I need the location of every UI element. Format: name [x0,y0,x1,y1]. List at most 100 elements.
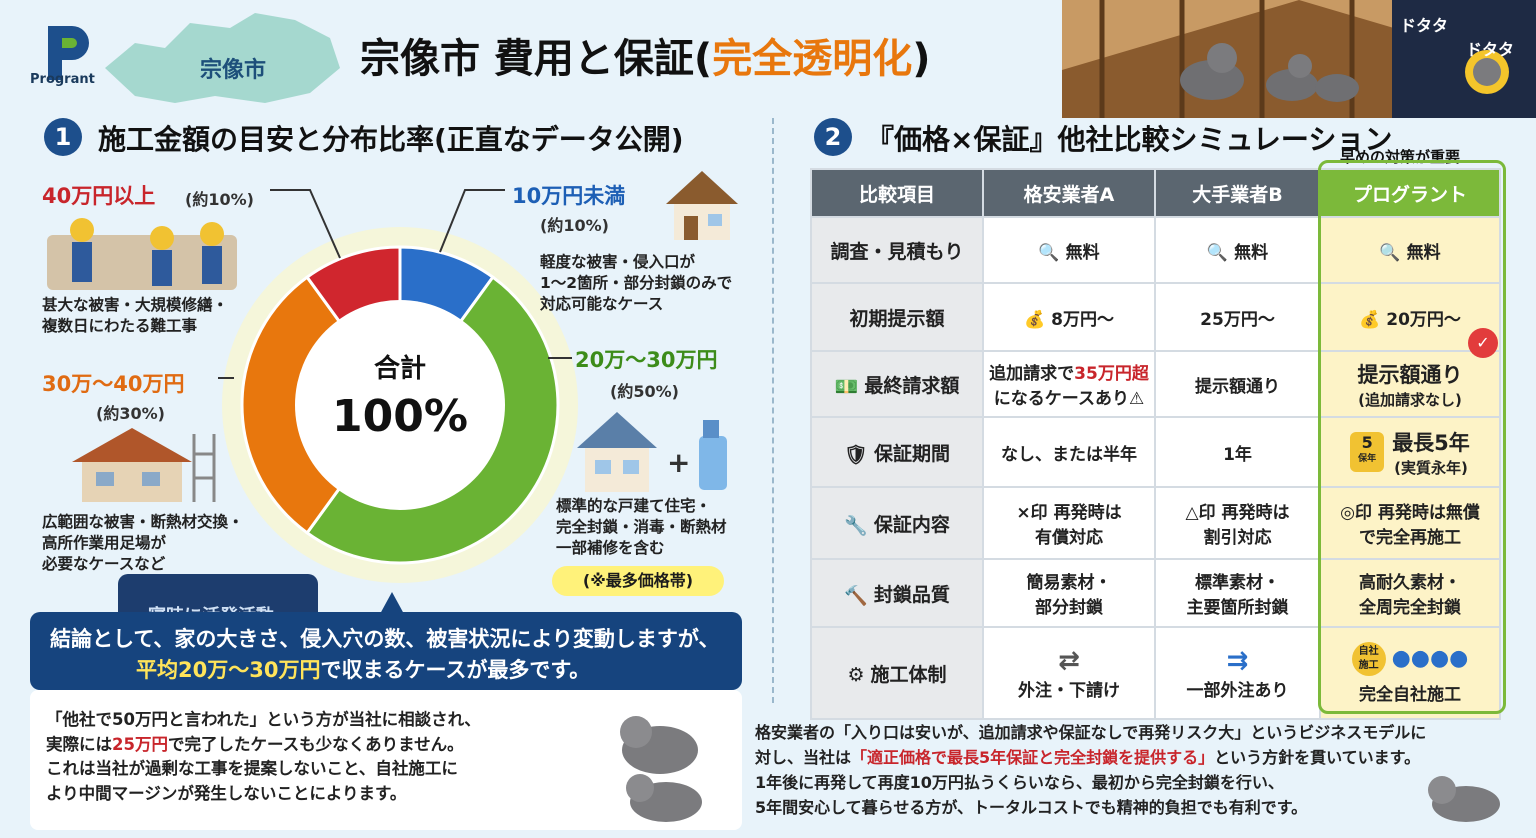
conclusion-box [30,612,742,690]
progrant-logo [48,26,89,80]
row-label-initial: 初期提示額 [810,282,984,352]
cell-b-sealing: 標準素材・ 主要箇所封鎖 [1154,558,1321,628]
table-row: ⚙ 施工体制 ⇄ 外注・下請け ⇉ 一部外注あり 自社 施工 ●●●● 完全自社施工 [810,626,1501,720]
row-label-system: ⚙ 施工体制 [810,626,984,720]
section-divider [772,118,774,703]
table-row: 🛡 保証期間 なし、または半年 1年 5 保年 最長5年 (実質永年) [810,416,1501,488]
header-company-a: 格安業者A [982,168,1156,218]
cell-a-survey: 🔍 無料 [982,216,1156,284]
cell-a-sealing: 簡易素材・ 部分封鎖 [982,558,1156,628]
case-note-box [30,690,742,830]
table-row: 初期提示額 💰 8万円〜 25万円〜 💰 20万円〜 [810,282,1501,352]
in-house-badge-icon: 自社 施工 [1351,641,1386,676]
cell-b-initial: 25万円〜 [1154,282,1321,352]
cell-p-final: 提示額通り (追加請求なし) [1319,350,1501,418]
cell-a-final: 追加請求で35万円超 になるケースあり⚠ [982,350,1156,418]
table-row: 🔧 保証内容 ×印 再発時は 有償対応 △印 再発時は 割引対応 ◎印 再発時は無償で… [810,486,1501,560]
night-tab [118,574,318,614]
warranty-badge-icon: 5 保年 [1350,432,1385,472]
header-item: 比較項目 [810,168,984,218]
section2-number: 2 [814,118,852,156]
row-label-warranty: 🛡 保証期間 [810,416,984,488]
segment-30-40-pct: (約30%) [96,404,165,423]
progrant-column-frame [1318,160,1506,714]
cell-a-coverage: ×印 再発時は 有償対応 [982,486,1156,560]
row-label-sealing: 🔨 封鎖品質 [810,558,984,628]
sound-effect-1: ドタタ [1400,16,1449,35]
section1-number: 1 [44,118,82,156]
cell-p-initial: 💰 20万円〜 [1319,282,1501,352]
magnifier-icon: 🔍 [1379,242,1401,263]
table-row: 🔨 封鎖品質 簡易素材・ 部分封鎖 標準素材・ 主要箇所封鎖 高耐久素材・ 全周完全封鎖 [810,558,1501,628]
attic-raccoon-illustration [1062,0,1536,118]
small-house-icon [666,171,738,240]
raccoon-illustration [620,716,702,822]
donut-center-label: 合計 [374,353,426,384]
check-mark-icon: ✓ [1468,328,1498,358]
segment-20-30-pct: (約50%) [610,382,679,401]
segment-30-40-label: 30万〜40万円 [42,372,185,396]
major-repair-workers-icon [47,218,237,290]
page-title: 宗像市 費用と保証(完全透明化) [360,36,931,82]
segment-30-40-desc: 広範囲な被害・断熱材交換・ 高所作業用足場が 必要なケースなど [42,513,244,573]
tools-shield-icon: 🔧 [844,514,868,537]
cell-b-coverage: △印 再発時は 割引対応 [1154,486,1321,560]
header-company-b: 大手業者B [1154,168,1321,218]
row-label-coverage: 🔧 保証内容 [810,486,984,560]
cell-p-coverage: ◎印 再発時は無償 で完全再施工 [1319,486,1501,560]
most-common-price-tag: (※最多価格帯) [552,566,724,596]
gear-icon: ⚙ [847,664,865,686]
magnifier-icon: 🔍 [1206,242,1229,263]
conclusion-line2: 平均20万〜30万円で収まるケースが最多です。 [136,658,591,682]
svg-text:+: + [667,446,690,479]
table-row: 調査・見積もり 🔍 無料 🔍 無料 🔍 無料 [810,216,1501,284]
cell-p-sealing: 高耐久素材・ 全周完全封鎖 [1319,558,1501,628]
table-row: 💵 最終請求額 追加請求で35万円超 になるケースあり⚠ 提示額通り 提示額通り (追… [810,350,1501,418]
cell-p-system: 自社 施工 ●●●● 完全自社施工 [1319,626,1501,720]
money-bag-icon: 💰 [1023,309,1046,330]
cost-distribution-donut: 合計 100% [222,227,578,583]
logo-text: Progrant [30,72,95,87]
damaged-house-scaffold-icon [72,428,216,502]
speech-pointer [380,592,404,614]
shield-check-icon: 🛡 [843,443,869,466]
conclusion-line1: 結論として、家の大きさ、侵入穴の数、被害状況により変動しますが、 [50,627,720,651]
cell-b-final: 提示額通り [1154,350,1321,418]
warning-icon: ⚠ [1128,389,1145,409]
partial-outsourcing-icon: ⇉ [1226,645,1249,676]
table-header-row: 比較項目 格安業者A 大手業者B プログラント [810,168,1501,218]
city-label: 宗像市 [200,58,267,83]
leader-lines [218,189,572,379]
outsourcing-icon: ⇄ [1058,645,1080,676]
sound-effect-2: ドタタ [1466,40,1515,59]
header-progrant: プログラント [1319,168,1501,218]
row-label-survey: 調査・見積もり [810,216,984,284]
segment-10-pct: (約10%) [540,216,609,235]
house-and-spray-icon: + [577,412,727,492]
city-map-shape [105,13,340,103]
magnifier-icon: 🔍 [1038,242,1060,263]
segment-40-pct: (約10%) [185,190,254,209]
segment-10-label: 10万円未満 [512,184,626,208]
segment-20-30-label: 20万〜30万円 [575,348,718,372]
section1-title: 施工金額の目安と分布比率(正直なデータ公開) [98,123,684,156]
staff-group-icon: ●●●● [1391,646,1469,671]
cell-a-system: ⇄ 外注・下請け [982,626,1156,720]
raccoon-corner-illustration [1428,776,1500,822]
section2-title: 『価格×保証』他社比較シミュレーション [866,123,1393,156]
comparison-table: 比較項目 格安業者A 大手業者B プログラント 調査・見積もり 🔍 無料 🔍 無料 … [810,168,1501,720]
cell-p-survey: 🔍 無料 [1319,216,1501,284]
segment-20-30-desc: 標準的な戸建て住宅・ 完全封鎖・消毒・断熱材 一部補修を含む [556,497,727,557]
hammer-icon: 🔨 [844,584,868,607]
cell-a-warranty: なし、または半年 [982,416,1156,488]
cell-p-warranty: 5 保年 最長5年 (実質永年) [1319,416,1501,488]
segment-10-desc: 軽度な被害・侵入口が 1〜2箇所・部分封鎖のみで 対応可能なケース [540,253,733,313]
cell-b-warranty: 1年 [1154,416,1321,488]
segment-40-label: 40万円以上 [42,184,156,208]
summary-text: 格安業者の「入り口は安いが、追加請求や保証なしで再発リスク大」というビジネスモデ… [755,723,1427,817]
cell-a-initial: 💰 8万円〜 [982,282,1156,352]
segment-40-desc: 甚大な被害・大規模修繕・ 複数日にわたる難工事 [42,296,229,335]
cash-icon: 💵 [834,375,859,398]
donut-center-value: 100% [332,391,468,442]
cell-b-system: ⇉ 一部外注あり [1154,626,1321,720]
